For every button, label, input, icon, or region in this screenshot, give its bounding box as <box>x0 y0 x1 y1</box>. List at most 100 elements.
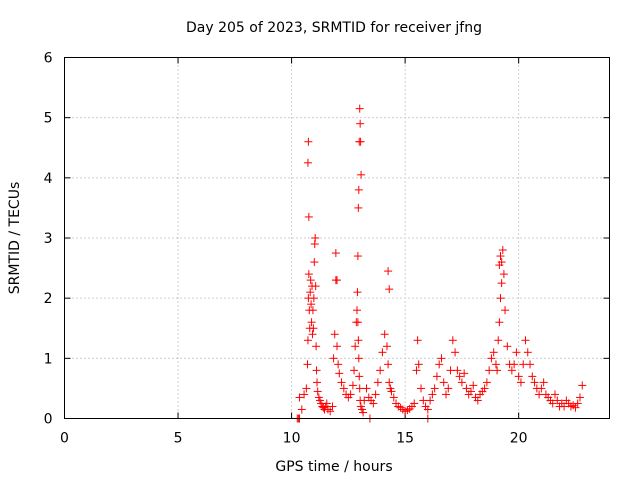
data-point <box>304 212 313 221</box>
data-point <box>306 288 315 297</box>
data-point <box>326 407 335 416</box>
data-point <box>319 403 328 412</box>
x-tick-label: 0 <box>60 431 69 447</box>
data-point <box>303 158 312 167</box>
data-point <box>357 170 366 179</box>
data-point <box>530 378 539 387</box>
data-point <box>514 372 523 381</box>
y-tick-label: 4 <box>44 171 53 187</box>
data-point <box>473 396 482 405</box>
y-tick-label: 6 <box>44 51 53 67</box>
data-point <box>575 393 584 402</box>
data-point <box>423 405 432 414</box>
data-point <box>360 396 369 405</box>
data-point <box>306 276 315 285</box>
data-point <box>537 384 546 393</box>
data-point <box>354 203 363 212</box>
data-point <box>354 336 363 345</box>
data-point <box>497 279 506 288</box>
y-tick-label: 3 <box>44 231 53 247</box>
data-point <box>355 137 364 146</box>
data-point <box>412 366 421 375</box>
data-point <box>354 185 363 194</box>
data-point <box>359 408 368 417</box>
data-point <box>311 282 320 291</box>
data-point <box>354 354 363 363</box>
data-point <box>309 324 318 333</box>
data-point <box>501 306 510 315</box>
data-point <box>553 396 562 405</box>
data-point <box>485 366 494 375</box>
data-point <box>303 360 312 369</box>
x-tick-label: 10 <box>283 431 301 447</box>
data-point <box>496 294 505 303</box>
data-point <box>442 390 450 399</box>
data-point <box>387 387 396 396</box>
data-point <box>578 381 587 390</box>
x-axis-label: GPS time / hours <box>275 459 392 475</box>
data-point <box>560 402 569 411</box>
data-point <box>510 360 519 369</box>
y-tick-label: 5 <box>44 111 53 127</box>
data-point <box>453 366 462 375</box>
data-point <box>312 342 321 351</box>
data-point <box>300 390 309 399</box>
data-point <box>335 369 344 378</box>
data-point <box>385 285 394 294</box>
data-point <box>369 399 378 408</box>
data-point <box>435 360 444 369</box>
data-point <box>303 336 312 345</box>
data-point <box>295 393 304 402</box>
data-point <box>302 384 311 393</box>
data-point <box>426 396 435 405</box>
data-point <box>328 402 337 411</box>
data-point <box>498 246 507 255</box>
data-point <box>313 387 322 396</box>
data-point <box>389 393 398 402</box>
data-point <box>334 360 343 369</box>
data-point <box>353 288 362 297</box>
data-point <box>551 390 559 399</box>
data-point <box>521 336 530 345</box>
data-point <box>528 372 537 381</box>
data-point <box>548 399 557 408</box>
data-point <box>526 360 535 369</box>
data-point <box>355 372 364 381</box>
data-point <box>380 330 389 339</box>
data-point <box>309 294 318 303</box>
data-point <box>339 384 348 393</box>
data-point <box>573 399 582 408</box>
data-point <box>297 405 306 414</box>
data-point <box>496 252 505 261</box>
data-point <box>350 366 359 375</box>
data-point <box>313 378 322 387</box>
x-tick-label: 20 <box>510 431 528 447</box>
data-point <box>432 372 441 381</box>
data-point <box>304 137 313 146</box>
data-point <box>304 270 313 279</box>
data-point <box>469 381 478 390</box>
data-point <box>352 306 361 315</box>
data-point <box>373 378 382 387</box>
data-point <box>308 330 317 339</box>
data-point <box>356 119 365 128</box>
data-point <box>495 261 504 270</box>
data-point <box>462 384 471 393</box>
data-point <box>430 384 439 393</box>
data-point <box>451 348 460 357</box>
data-point <box>329 354 338 363</box>
data-point <box>311 234 320 242</box>
data-point <box>480 384 489 393</box>
data-point <box>307 300 316 309</box>
data-point <box>507 366 516 375</box>
data-point <box>417 384 426 393</box>
data-point <box>414 360 423 369</box>
data-point <box>384 360 393 369</box>
data-point <box>448 336 457 345</box>
data-points <box>293 104 587 423</box>
data-point <box>353 318 362 327</box>
data-point <box>455 372 464 381</box>
data-point <box>371 390 380 399</box>
y-tick-label: 0 <box>44 412 53 428</box>
data-point <box>523 348 532 357</box>
